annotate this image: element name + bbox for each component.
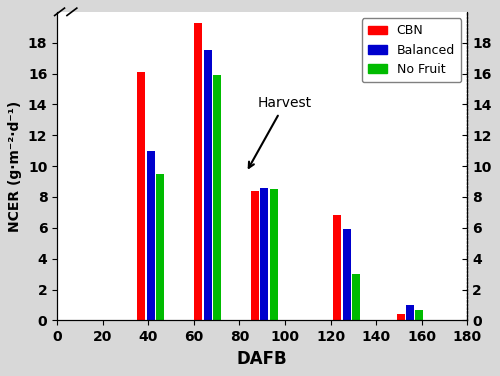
Bar	[146, 151, 154, 320]
Bar	[416, 309, 424, 320]
X-axis label: DAFB: DAFB	[237, 350, 288, 368]
Legend: CBN, Balanced, No Fruit: CBN, Balanced, No Fruit	[362, 18, 461, 82]
Bar	[194, 23, 202, 320]
Bar	[156, 174, 164, 320]
Bar	[334, 215, 342, 320]
Y-axis label: NCER (g·m⁻²·d⁻¹): NCER (g·m⁻²·d⁻¹)	[8, 100, 22, 232]
Bar	[352, 274, 360, 320]
Bar	[212, 75, 220, 320]
Bar	[397, 314, 405, 320]
Bar	[270, 189, 278, 320]
Bar	[252, 191, 260, 320]
Bar	[406, 305, 414, 320]
Bar	[260, 188, 268, 320]
Bar	[342, 229, 350, 320]
Bar	[138, 72, 145, 320]
Bar	[204, 50, 212, 320]
Text: Harvest: Harvest	[248, 97, 312, 168]
